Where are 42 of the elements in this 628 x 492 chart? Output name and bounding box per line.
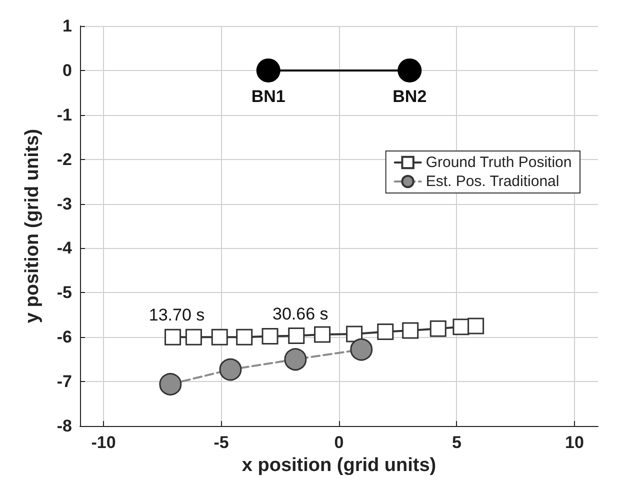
point [262, 328, 278, 344]
y-tick-label: 0 [62, 60, 72, 80]
x-tick-label: 5 [452, 433, 462, 452]
point [402, 322, 419, 339]
y-tick-label: -4 [56, 238, 73, 258]
x-tick-label: 10 [564, 433, 584, 452]
annotation: BN1 [251, 86, 286, 106]
x-axis-title: x position (grid units) [242, 455, 436, 476]
point [211, 328, 228, 346]
annotation: BN2 [392, 86, 427, 106]
point [346, 326, 363, 342]
point [219, 358, 242, 381]
y-tick-label: -5 [56, 283, 72, 302]
point [430, 320, 446, 337]
y-tick-label: -2 [56, 150, 72, 169]
point [350, 338, 373, 361]
point [185, 328, 202, 346]
y-tick-label: 1 [62, 16, 72, 36]
annotation: 13.70 s [148, 306, 205, 325]
point [314, 326, 331, 343]
x-tick-label: -5 [214, 433, 229, 452]
legend-label: Est. Pos. Traditional [426, 173, 560, 190]
y-tick-label: -8 [56, 416, 72, 436]
point [159, 372, 182, 396]
point [452, 318, 470, 336]
y-tick-label: -1 [56, 105, 72, 124]
point [164, 328, 182, 346]
x-tick-label: -10 [91, 433, 116, 452]
point [284, 348, 307, 371]
point [256, 58, 280, 82]
legend-label: Ground Truth Position [426, 154, 572, 171]
annotation: 30.66 s [272, 304, 328, 324]
point [236, 328, 253, 346]
y-tick-label: -3 [56, 194, 72, 214]
point [288, 328, 305, 344]
x-tick-label: 0 [334, 433, 344, 452]
y-axis-title: y position (grid units) [22, 128, 43, 324]
y-tick-label: -6 [56, 328, 72, 347]
point [377, 324, 394, 340]
point [468, 318, 484, 334]
point [398, 58, 422, 82]
y-tick-label: -7 [56, 372, 72, 392]
